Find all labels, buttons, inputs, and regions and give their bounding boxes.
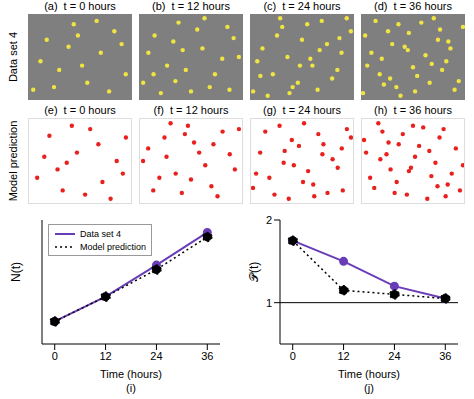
svg-text:0: 0 (290, 350, 296, 362)
svg-text:12: 12 (99, 350, 111, 362)
html-text:(g): (g) (263, 104, 277, 116)
html-text:(a): (a) (44, 0, 58, 12)
svg-text:1: 1 (266, 297, 272, 309)
svg-text:𝒫(t): 𝒫(t) (247, 262, 261, 282)
html-text:t = 12 hours: t = 12 hours (171, 0, 230, 12)
html-text:(j): (j) (364, 382, 374, 394)
html-text:Data set 4: Data set 4 (7, 31, 19, 83)
html-text:(d): (d) (374, 0, 388, 12)
html-text:t = 36 hours: t = 36 hours (393, 0, 452, 12)
html-text:(e): (e) (44, 104, 58, 116)
html-text:(h): (h) (374, 104, 388, 116)
html-text:(c): (c) (263, 0, 277, 12)
html-text:t = 36 hours: t = 36 hours (393, 104, 452, 116)
svg-text:36: 36 (201, 350, 213, 362)
html-text:Data set 4: Data set 4 (80, 228, 121, 239)
svg-text:24: 24 (388, 350, 400, 362)
svg-text:36: 36 (439, 350, 451, 362)
html-text:t = 24 hours: t = 24 hours (282, 0, 341, 12)
svg-text:0: 0 (52, 350, 58, 362)
html-text:Model prediction: Model prediction (7, 120, 19, 202)
html-text:t = 12 hours: t = 12 hours (170, 104, 229, 116)
svg-text:N(t): N(t) (9, 262, 23, 282)
html-text:Model prediction: Model prediction (80, 241, 146, 252)
svg-text:Time (hours): Time (hours) (338, 368, 400, 380)
svg-text:Time (hours): Time (hours) (100, 368, 162, 380)
html-text:t = 0 hours: t = 0 hours (63, 0, 116, 12)
html-text:t = 0 hours: t = 0 hours (63, 104, 116, 116)
svg-text:24: 24 (150, 350, 162, 362)
html-text:(b): (b) (152, 0, 166, 12)
svg-text:2: 2 (266, 214, 272, 226)
html-text:(i): (i) (126, 382, 136, 394)
html-text:(f): (f) (153, 104, 164, 116)
html-text:t = 24 hours: t = 24 hours (282, 104, 341, 116)
svg-text:12: 12 (337, 350, 349, 362)
